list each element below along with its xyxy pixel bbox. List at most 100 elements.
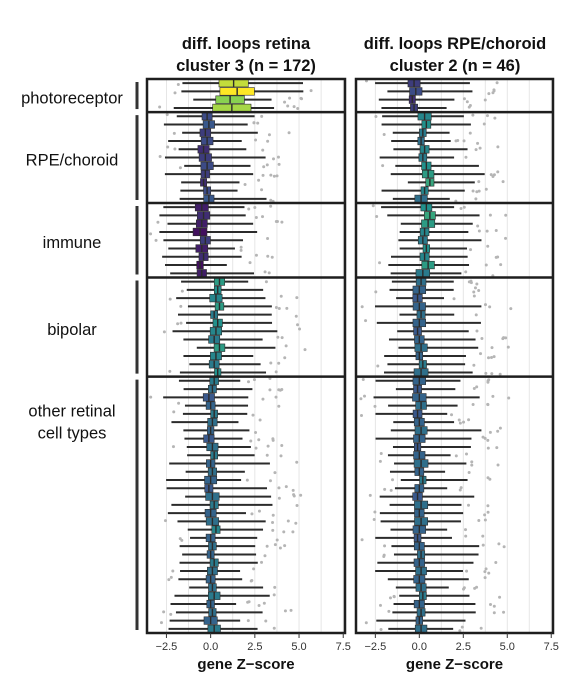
outlier-point: [372, 518, 376, 522]
outlier-point: [496, 145, 500, 149]
outlier-point: [498, 595, 502, 599]
outlier-point: [149, 395, 153, 399]
outlier-point: [277, 404, 281, 408]
x-tick-label: 7.5: [544, 641, 559, 653]
panel-title-line: cluster 3 (n = 172): [176, 57, 316, 75]
outlier-point: [379, 603, 383, 607]
outlier-point: [472, 387, 476, 391]
outlier-point: [392, 594, 396, 598]
outlier-point: [292, 493, 296, 497]
outlier-point: [254, 253, 258, 257]
outlier-point: [250, 512, 254, 516]
outlier-point: [272, 593, 276, 597]
outlier-point: [166, 145, 170, 149]
outlier-point: [283, 356, 287, 360]
outlier-point: [271, 521, 275, 525]
outlier-point: [269, 198, 273, 202]
outlier-point: [296, 323, 300, 327]
outlier-point: [465, 452, 469, 456]
outlier-point: [496, 170, 500, 174]
outlier-point: [149, 232, 153, 236]
outlier-point: [375, 215, 379, 219]
outlier-point: [159, 621, 163, 625]
outlier-point: [474, 313, 478, 317]
outlier-point: [499, 263, 503, 267]
outlier-point: [483, 513, 487, 517]
outlier-point: [252, 567, 256, 571]
outlier-point: [363, 394, 367, 398]
outlier-point: [495, 446, 499, 450]
outlier-point: [459, 486, 463, 490]
outlier-point: [171, 569, 175, 573]
outlier-point: [487, 356, 491, 360]
outlier-point: [492, 89, 496, 93]
outlier-point: [469, 248, 473, 252]
outlier-point: [382, 133, 386, 137]
outlier-point: [271, 528, 275, 532]
outlier-point: [247, 600, 251, 604]
outlier-point: [477, 288, 481, 292]
outlier-point: [462, 205, 466, 209]
outlier-point: [158, 154, 162, 158]
outlier-point: [173, 147, 177, 151]
outlier-point: [271, 157, 275, 161]
outlier-point: [378, 459, 382, 463]
outlier-point: [468, 104, 472, 108]
outlier-point: [283, 100, 287, 104]
outlier-point: [504, 213, 508, 217]
outlier-point: [494, 560, 498, 564]
outlier-point: [162, 610, 166, 614]
outlier-point: [264, 280, 268, 284]
outlier-point: [273, 471, 277, 475]
outlier-point: [467, 471, 471, 475]
outlier-point: [284, 485, 288, 489]
outlier-point: [288, 96, 292, 100]
outlier-point: [156, 220, 160, 224]
outlier-point: [283, 609, 287, 613]
outlier-point: [383, 487, 387, 491]
outlier-point: [254, 446, 258, 450]
outlier-point: [481, 543, 485, 547]
outlier-point: [462, 420, 466, 424]
outlier-point: [280, 220, 284, 224]
outlier-point: [172, 410, 176, 414]
outlier-point: [495, 81, 499, 85]
outlier-point: [486, 244, 490, 248]
outlier-point: [484, 263, 488, 267]
outlier-point: [254, 430, 258, 434]
outlier-point: [167, 578, 171, 582]
outlier-point: [268, 479, 272, 483]
outlier-point: [271, 513, 275, 517]
outlier-point: [261, 215, 265, 219]
outlier-point: [391, 478, 395, 482]
outlier-point: [272, 174, 276, 178]
x-tick-label: 7.5: [336, 641, 351, 653]
outlier-point: [169, 575, 173, 579]
outlier-point: [368, 493, 372, 497]
outlier-point: [498, 426, 502, 430]
outlier-point: [262, 165, 266, 169]
outlier-point: [269, 173, 273, 177]
outlier-point: [239, 248, 243, 252]
panel-title-line: diff. loops RPE/choroid: [364, 35, 546, 53]
outlier-point: [277, 306, 281, 310]
outlier-point: [289, 608, 293, 612]
outlier-point: [258, 418, 262, 422]
outlier-point: [252, 378, 256, 382]
outlier-point: [491, 174, 495, 178]
panel-retina: −2.5 0.0 2.5 5.0 7.5 gene Z−score: [145, 77, 351, 673]
outlier-point: [278, 546, 282, 550]
outlier-point: [492, 355, 496, 359]
outlier-point: [303, 348, 307, 352]
outlier-point: [292, 105, 296, 109]
outlier-point: [494, 255, 498, 259]
outlier-point: [295, 460, 299, 464]
outlier-point: [462, 139, 466, 143]
outlier-point: [383, 544, 387, 548]
outlier-point: [180, 538, 184, 542]
outlier-point: [486, 510, 490, 514]
outlier-point: [254, 138, 258, 142]
outlier-point: [295, 503, 299, 507]
outlier-point: [309, 89, 313, 93]
outlier-point: [387, 609, 391, 613]
